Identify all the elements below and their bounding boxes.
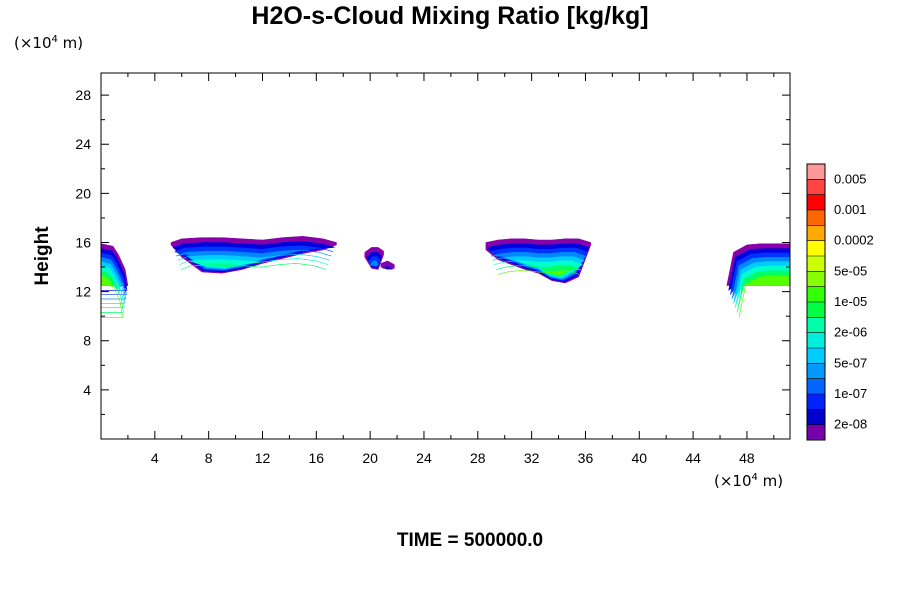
- x-tick-label: 16: [309, 450, 325, 466]
- cloud-small-a-layer-3: [369, 260, 379, 267]
- x-tick-label: 36: [578, 450, 594, 466]
- plot-frame: [100, 72, 791, 440]
- x-tick-label: 20: [362, 450, 378, 466]
- colorbar-swatch: [807, 164, 825, 180]
- colorbar-swatch: [807, 409, 825, 426]
- colorbar-swatch: [807, 394, 825, 410]
- x-tick-label: 48: [739, 450, 755, 466]
- colorbar-label: 5e-05: [834, 263, 867, 278]
- colorbar: 0.005 0.001 0.0002 5e-05 1e-05 2e-06 5e-07 1e-0…: [806, 163, 874, 441]
- colorbar-label: 1e-07: [834, 386, 867, 401]
- colorbar-swatch: [807, 424, 825, 441]
- x-tick-label: 24: [416, 450, 432, 466]
- colorbar-swatch: [807, 179, 825, 196]
- colorbar-swatch: [807, 363, 825, 380]
- colorbar-swatch: [807, 348, 825, 364]
- colorbar-label: 2e-08: [834, 417, 867, 432]
- colorbar-label: 0.001: [834, 202, 867, 217]
- x-tick-label: 28: [470, 450, 486, 466]
- colorbar-label: 0.0002: [834, 233, 874, 248]
- colorbar-swatch: [807, 378, 825, 395]
- colorbar-swatch: [807, 225, 825, 242]
- y-unit-suffix: m): [57, 34, 84, 52]
- cloud-field: [101, 236, 790, 318]
- cloud-center-right-layer-7: [498, 270, 579, 276]
- cloud-center-left-layer-6: [181, 263, 327, 270]
- y-tick-label: 8: [83, 333, 91, 349]
- y-unit-exponent: 4: [51, 34, 58, 45]
- y-axis: 4 8 12 16 20 24 28: [75, 87, 790, 415]
- colorbar-swatch: [807, 271, 825, 288]
- y-tick-label: 28: [75, 87, 91, 103]
- y-axis-unit: (×104 m): [14, 34, 83, 52]
- colorbar-swatch: [807, 302, 825, 318]
- x-axis: 4 8 12 16 20 24 28 32 36 40 44 48: [127, 73, 775, 466]
- x-tick-label: 4: [151, 450, 159, 466]
- colorbar-swatch: [807, 210, 825, 226]
- cloud-right-edge: [726, 243, 790, 318]
- cloud-small-b-layer-1: [382, 265, 393, 270]
- cloud-center-right: [485, 238, 592, 284]
- colorbar-swatch: [807, 256, 825, 272]
- x-unit-suffix: m): [757, 472, 784, 490]
- cloud-center-left: [170, 236, 337, 274]
- colorbar-label: 0.005: [834, 171, 867, 186]
- x-tick-label: 8: [205, 450, 213, 466]
- colorbar-swatch: [807, 317, 825, 334]
- cloud-small-a: [364, 247, 384, 270]
- x-tick-label: 32: [524, 450, 540, 466]
- y-tick-label: 24: [75, 136, 91, 152]
- x-tick-label: 40: [631, 450, 647, 466]
- y-tick-label: 20: [75, 185, 91, 201]
- cloud-right-edge-layer-7: [738, 275, 790, 318]
- x-tick-label: 44: [685, 450, 701, 466]
- colorbar-swatch: [807, 240, 825, 257]
- colorbar-label: 1e-05: [834, 294, 867, 309]
- y-tick-label: 4: [83, 382, 91, 398]
- colorbar-label: 5e-07: [834, 355, 867, 370]
- colorbar-swatch: [807, 194, 825, 211]
- y-tick-label: 16: [75, 234, 91, 250]
- y-tick-label: 12: [75, 284, 91, 300]
- x-unit-exponent: 4: [751, 472, 758, 483]
- time-label: TIME = 500000.0: [396, 530, 544, 551]
- x-axis-unit: (×104 m): [714, 472, 783, 490]
- colorbar-label: 2e-06: [834, 325, 867, 340]
- x-tick-label: 12: [255, 450, 271, 466]
- cloud-left-edge-layer-7: [101, 275, 123, 318]
- cloud-left-edge: [101, 243, 129, 318]
- colorbar-swatch: [807, 286, 825, 303]
- colorbar-swatch: [807, 332, 825, 349]
- cloud-small-b: [380, 260, 395, 270]
- y-unit-prefix: (×10: [14, 34, 52, 52]
- x-unit-prefix: (×10: [714, 472, 752, 490]
- chart-title: H2O-s-Cloud Mixing Ratio [kg/kg]: [251, 2, 649, 30]
